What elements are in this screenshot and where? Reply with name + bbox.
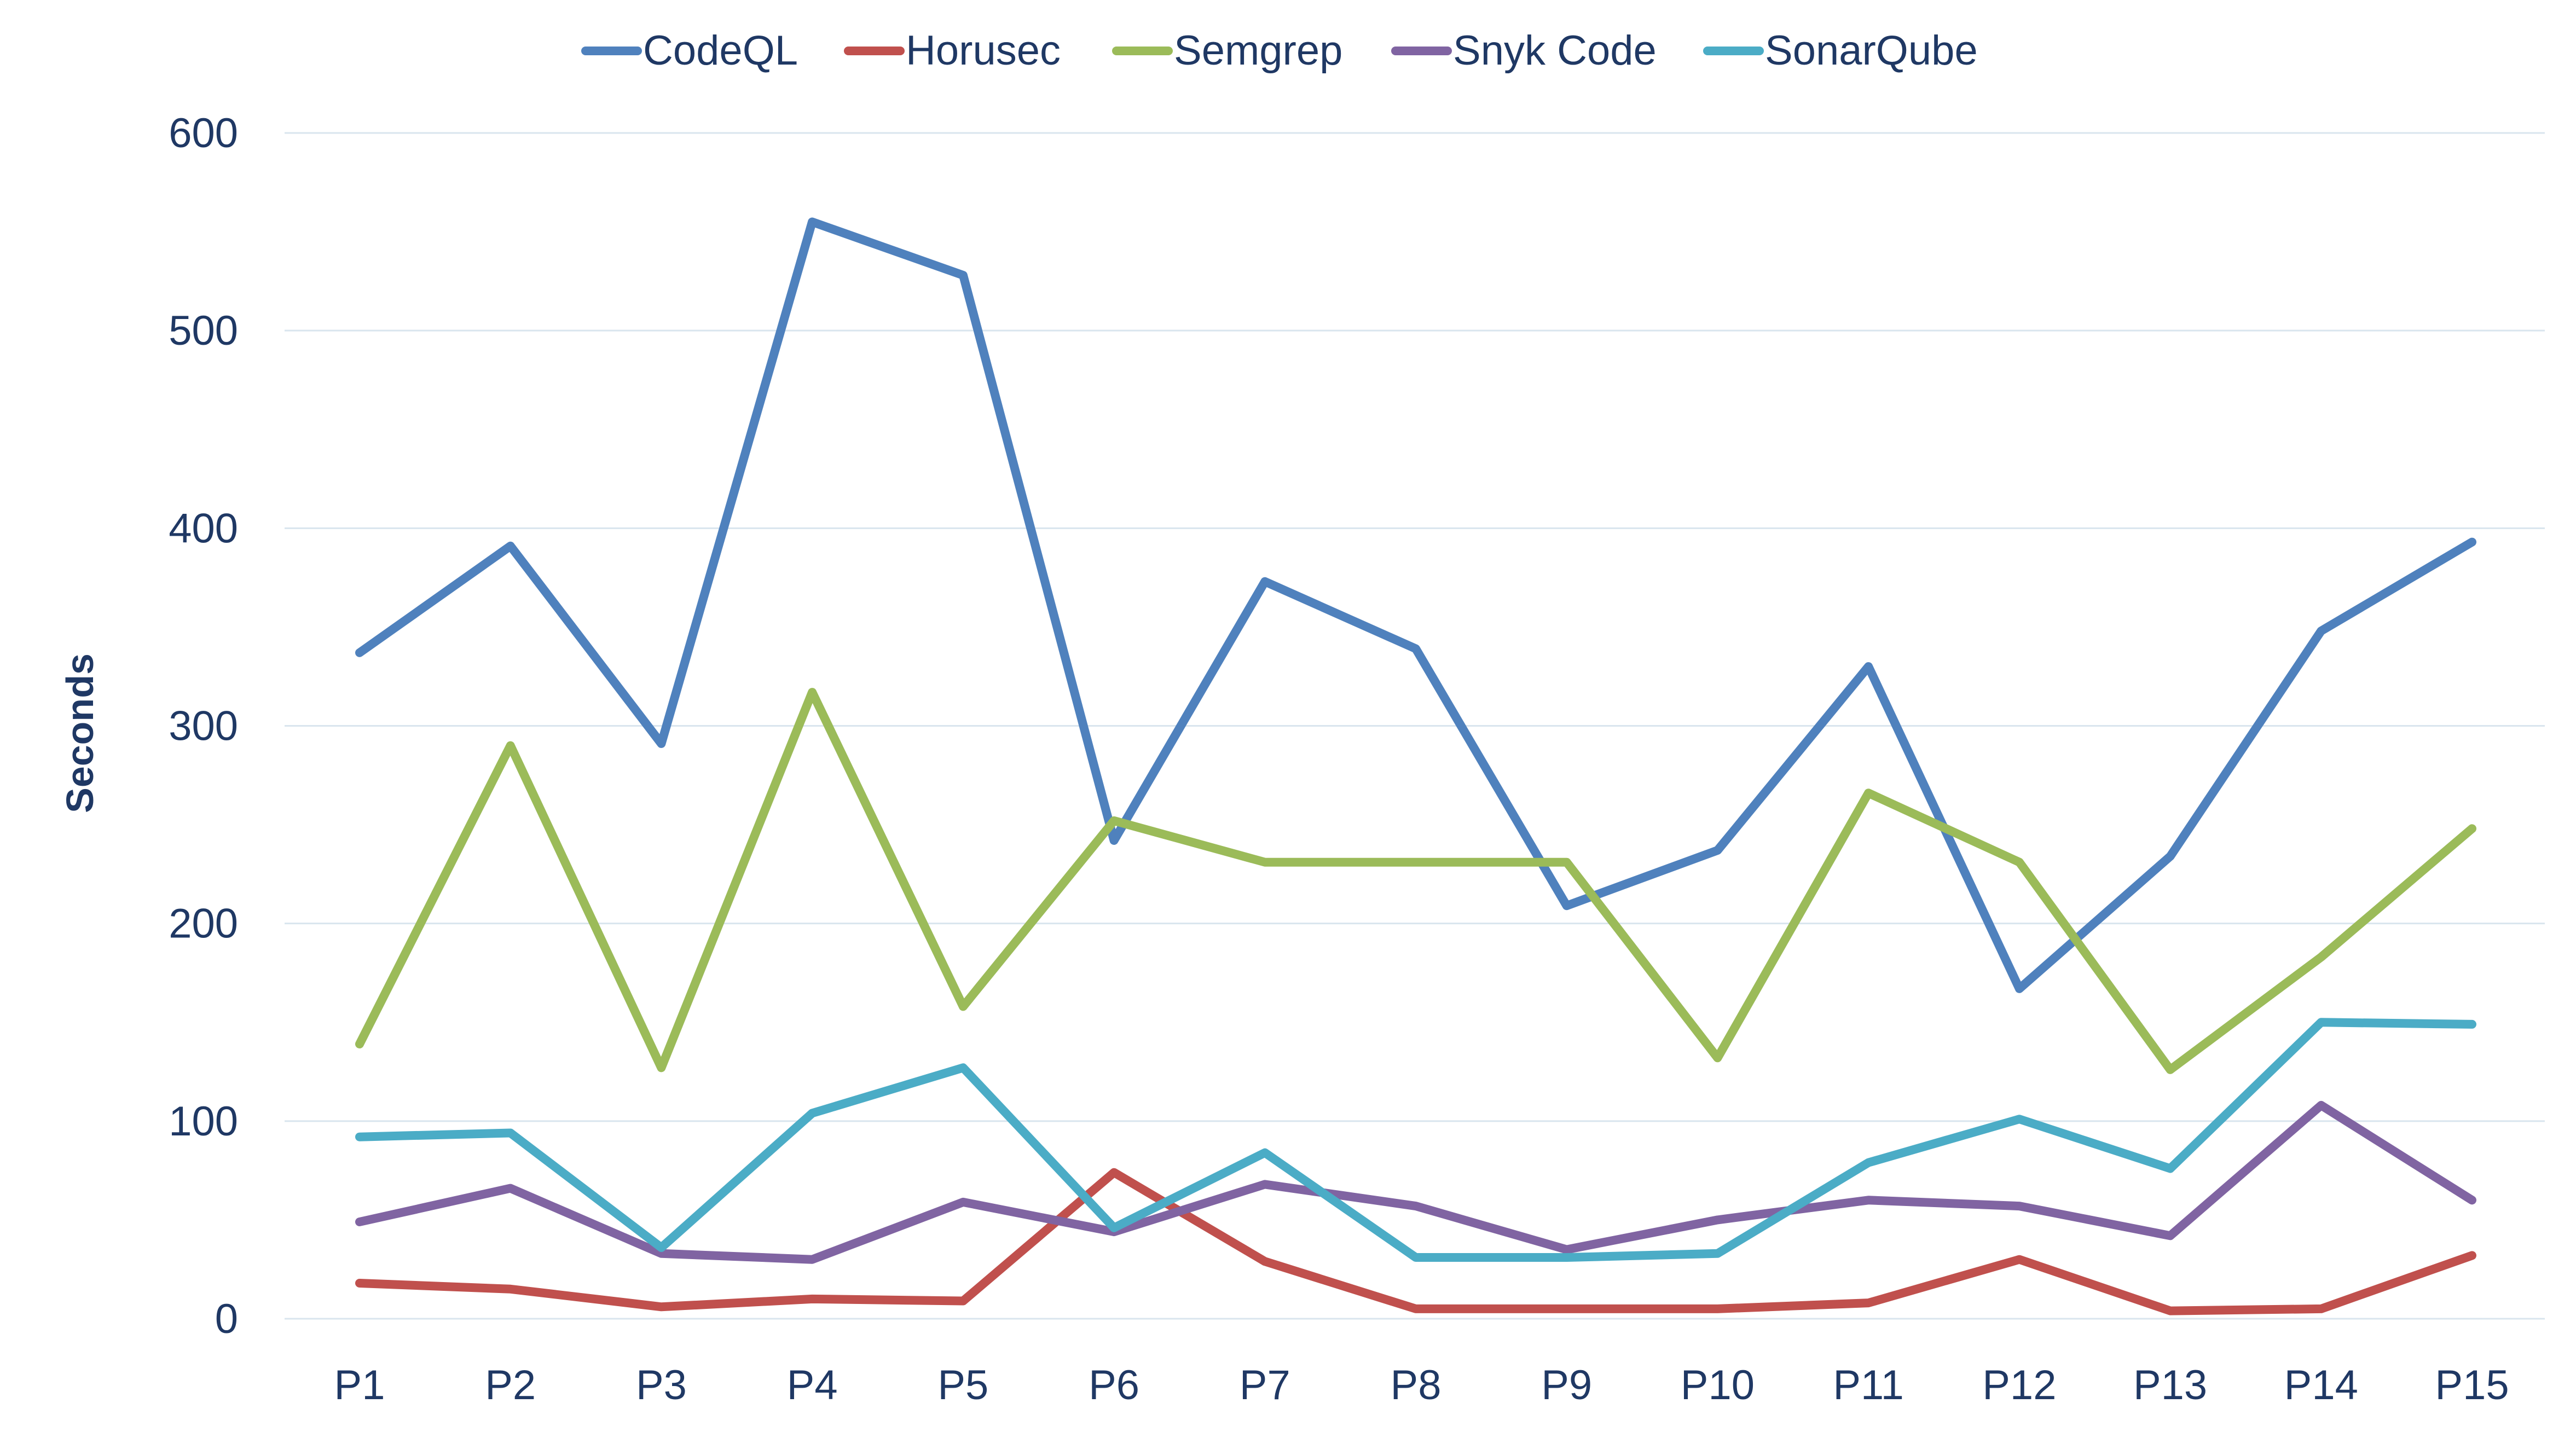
series-lines <box>355 217 2476 1315</box>
legend-label: Horusec <box>906 27 1061 74</box>
x-tick-label: P11 <box>1833 1362 1904 1408</box>
x-tick-label: P6 <box>1089 1362 1139 1408</box>
y-tick-label: 100 <box>169 1098 238 1145</box>
x-tick-label: P15 <box>2435 1362 2509 1408</box>
x-tick-label: P12 <box>1982 1362 2056 1408</box>
legend: CodeQL Horusec Semgrep Snyk Code SonarQube <box>581 27 1978 74</box>
x-tick-label: P13 <box>2133 1362 2207 1408</box>
x-tick-label: P8 <box>1391 1362 1442 1408</box>
x-tick-label: P4 <box>787 1362 838 1408</box>
y-axis-title: Seconds <box>59 653 101 813</box>
series-line-codeql <box>355 217 2476 993</box>
legend-label: SonarQube <box>1765 27 1978 74</box>
y-axis-ticks: 0 100 200 300 400 500 600 <box>169 110 238 1342</box>
legend-label: CodeQL <box>643 27 798 74</box>
x-tick-label: P7 <box>1240 1362 1290 1408</box>
x-tick-label: P10 <box>1681 1362 1755 1408</box>
x-tick-label: P14 <box>2284 1362 2358 1408</box>
x-tick-label: P2 <box>485 1362 536 1408</box>
y-tick-label: 200 <box>169 901 238 947</box>
x-tick-label: P1 <box>334 1362 385 1408</box>
y-tick-label: 400 <box>169 505 238 552</box>
series-line-semgrep <box>355 688 2476 1074</box>
y-tick-label: 500 <box>169 308 238 354</box>
series-line-snyk-code <box>355 1100 2476 1264</box>
x-tick-label: P5 <box>937 1362 988 1408</box>
series-line-sonarqube <box>355 1018 2476 1262</box>
y-tick-label: 0 <box>215 1296 238 1342</box>
y-tick-label: 600 <box>169 110 238 156</box>
legend-label: Snyk Code <box>1453 27 1657 74</box>
legend-label: Semgrep <box>1174 27 1342 74</box>
y-tick-label: 300 <box>169 703 238 750</box>
x-tick-label: P9 <box>1541 1362 1592 1408</box>
gridlines <box>285 132 2545 1320</box>
x-axis-ticks: P1 P2 P3 P4 P5 P6 P7 P8 P9 P10 P11 P12 P13 P14 P15 <box>334 1362 2509 1408</box>
series-line-horusec <box>355 1168 2476 1315</box>
x-tick-label: P3 <box>636 1362 687 1408</box>
